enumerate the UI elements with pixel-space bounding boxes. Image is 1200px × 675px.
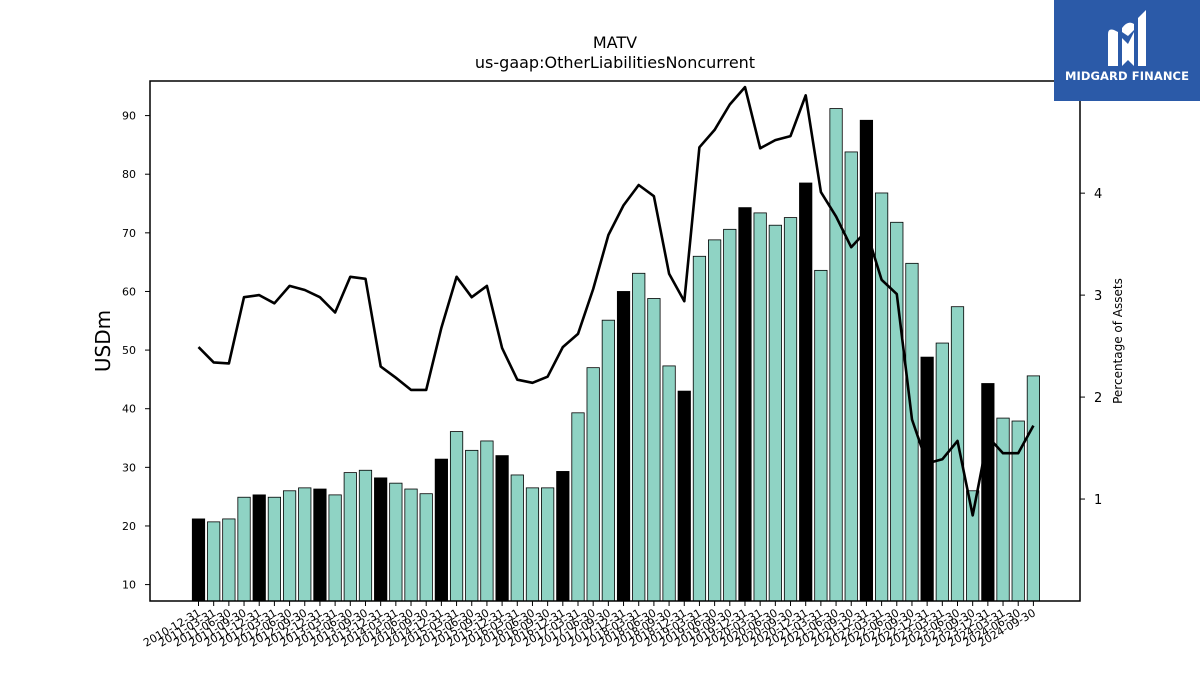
bar-2022-06-30 (890, 221, 904, 602)
bar-2018-03-31 (632, 272, 646, 602)
bar-2023-09-30 (966, 490, 980, 602)
bar-2021-12-31 (859, 119, 874, 602)
bar-2019-03-31 (692, 255, 707, 602)
bar-2012-06-30 (282, 490, 297, 602)
y-left-axis: 10 20 30 40 50 60 70 80 90 (122, 110, 150, 592)
y-right-tick-label: 2 (1094, 391, 1102, 406)
bar-2021-06-30 (829, 108, 843, 602)
bar-2016-06-30 (525, 487, 540, 602)
bar-2017-06-30 (586, 367, 600, 602)
y-left-tick-label: 60 (122, 285, 136, 298)
y-right-label: Percentage of Assets (1111, 278, 1125, 404)
y-left-tick-label: 70 (122, 227, 136, 240)
bar-2021-03-31 (814, 269, 828, 602)
bar-2020-06-30 (768, 224, 782, 602)
bar-2013-09-30 (358, 469, 373, 602)
x-axis: 2010-12-312011-03-312011-06-302011-09-30… (141, 601, 1038, 650)
y-left-tick-label: 50 (122, 344, 136, 357)
bar-2017-03-31 (571, 412, 585, 602)
bar-2013-06-30 (343, 472, 357, 602)
bar-2020-09-30 (783, 217, 798, 602)
bar-series (191, 108, 1040, 602)
bar-2013-03-31 (328, 494, 342, 602)
bar-2015-12-31 (495, 455, 509, 602)
y-left-tick-label: 90 (122, 110, 136, 123)
y-right-tick-label: 3 (1094, 289, 1102, 304)
y-left-label: USDm (91, 310, 115, 372)
bar-2023-03-31 (935, 342, 949, 602)
bar-2013-12-31 (374, 477, 388, 602)
bar-2014-12-31 (434, 458, 448, 602)
bar-2011-03-31 (207, 521, 221, 602)
y-left-tick-label: 20 (122, 520, 136, 533)
bar-2014-09-30 (419, 493, 433, 602)
bar-2016-12-31 (556, 471, 570, 602)
bar-2018-09-30 (662, 365, 676, 602)
y-left-tick-label: 30 (122, 461, 136, 474)
bar-2018-12-31 (677, 390, 691, 602)
bar-2012-12-31 (313, 488, 327, 602)
bar-2011-09-30 (237, 496, 251, 602)
bar-2017-09-30 (601, 319, 615, 602)
bar-2014-03-31 (389, 482, 403, 602)
bar-2015-03-31 (449, 431, 464, 602)
bar-2016-03-31 (510, 474, 524, 602)
bar-2024-03-31 (996, 417, 1010, 602)
y-right-tick-label: 1 (1094, 493, 1102, 508)
percentage-line (197, 85, 1035, 517)
bar-2012-09-30 (298, 487, 312, 602)
bar-2015-09-30 (480, 440, 494, 602)
bar-2024-09-30 (1026, 375, 1040, 602)
bar-2010-12-31 (191, 518, 206, 602)
chart-subtitle: us-gaap:OtherLiabilitiesNoncurrent (475, 53, 755, 72)
bar-2014-06-30 (404, 488, 418, 602)
bar-2017-12-31 (616, 291, 631, 602)
bar-2019-09-30 (723, 228, 737, 602)
y-left-tick-label: 40 (122, 403, 136, 416)
y-left-tick-label: 80 (122, 168, 136, 181)
chart-title: MATV (593, 33, 637, 52)
plot-frame (149, 80, 1081, 602)
bar-2022-12-31 (920, 356, 934, 602)
bar-2020-12-31 (799, 182, 813, 602)
bar-2024-06-30 (1011, 420, 1025, 602)
bar-2015-06-30 (465, 449, 479, 602)
bar-2011-12-31 (252, 494, 266, 602)
bar-2018-06-30 (647, 298, 661, 602)
bar-2019-12-31 (738, 207, 752, 602)
bar-2023-12-31 (981, 383, 995, 602)
bar-2011-06-30 (222, 518, 236, 602)
percentage-line-series (197, 85, 1035, 517)
bar-2019-06-30 (708, 239, 722, 602)
bar-2016-09-30 (541, 487, 555, 602)
bar-2021-09-30 (844, 151, 858, 602)
bar-2022-03-31 (875, 192, 889, 602)
y-right-axis: 12345 (1080, 85, 1102, 508)
bar-2020-03-31 (753, 212, 767, 602)
y-left-tick-label: 10 (122, 579, 136, 592)
logo-text: MIDGARD FINANCE (1064, 69, 1190, 83)
bar-2023-06-30 (950, 306, 965, 602)
y-right-tick-label: 4 (1094, 187, 1102, 202)
bar-2012-03-31 (267, 496, 282, 602)
brand-logo: MIDGARD FINANCE (1054, 0, 1200, 101)
logo-mark-icon (1108, 10, 1146, 66)
